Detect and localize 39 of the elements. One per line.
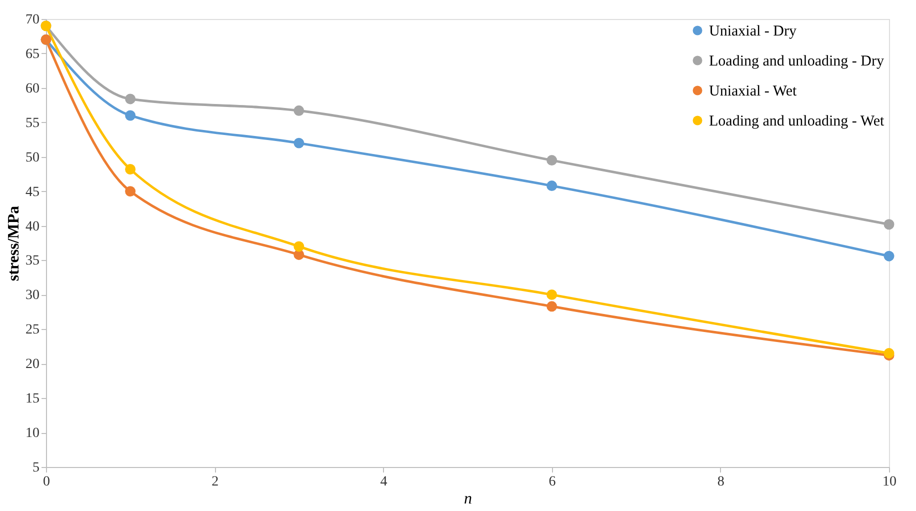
point <box>294 138 304 148</box>
point <box>884 250 894 262</box>
x-tick-label: 2 <box>212 474 219 490</box>
point <box>546 301 558 312</box>
y-tick-label: 45 <box>26 184 40 200</box>
y-tick-label: 50 <box>26 150 40 166</box>
x-tick-label: 10 <box>882 474 896 490</box>
point <box>546 289 558 300</box>
x-tick-label: 0 <box>43 474 50 490</box>
y-tick-label: 65 <box>26 46 40 62</box>
y-tick-label: 10 <box>26 426 40 442</box>
y-tick-label: 20 <box>26 357 40 372</box>
point <box>546 155 558 166</box>
point <box>294 241 304 252</box>
legend-label: Loading and unloading - Dry <box>709 54 884 70</box>
point <box>294 105 304 116</box>
y-tick-label: 25 <box>26 322 40 338</box>
y-tick-label: 70 <box>26 12 40 28</box>
legend-label: Uniaxial - Dry <box>709 24 797 40</box>
y-tick-label: 60 <box>26 81 40 96</box>
y-tick-label: 5 <box>32 460 40 476</box>
point <box>546 180 558 192</box>
point <box>125 94 136 104</box>
y-tick-label: 35 <box>26 254 40 269</box>
point <box>884 219 894 230</box>
legend-label: Loading and unloading - Wet <box>709 114 885 130</box>
point <box>125 110 136 121</box>
x-tick-label: 4 <box>380 474 388 490</box>
point <box>125 186 136 197</box>
y-tick-label: 30 <box>26 288 40 304</box>
x-tick-label: 6 <box>548 474 556 490</box>
x-tick-label: 8 <box>717 474 724 490</box>
x-axis-title: n <box>464 490 472 508</box>
point <box>125 164 136 174</box>
y-tick-label: 40 <box>26 219 40 234</box>
legend-label: Uniaxial - Wet <box>709 84 798 100</box>
y-tick-label: 55 <box>26 116 40 131</box>
y-tick-label: 15 <box>26 392 40 407</box>
y-axis-title: stress/MPa <box>6 206 22 282</box>
